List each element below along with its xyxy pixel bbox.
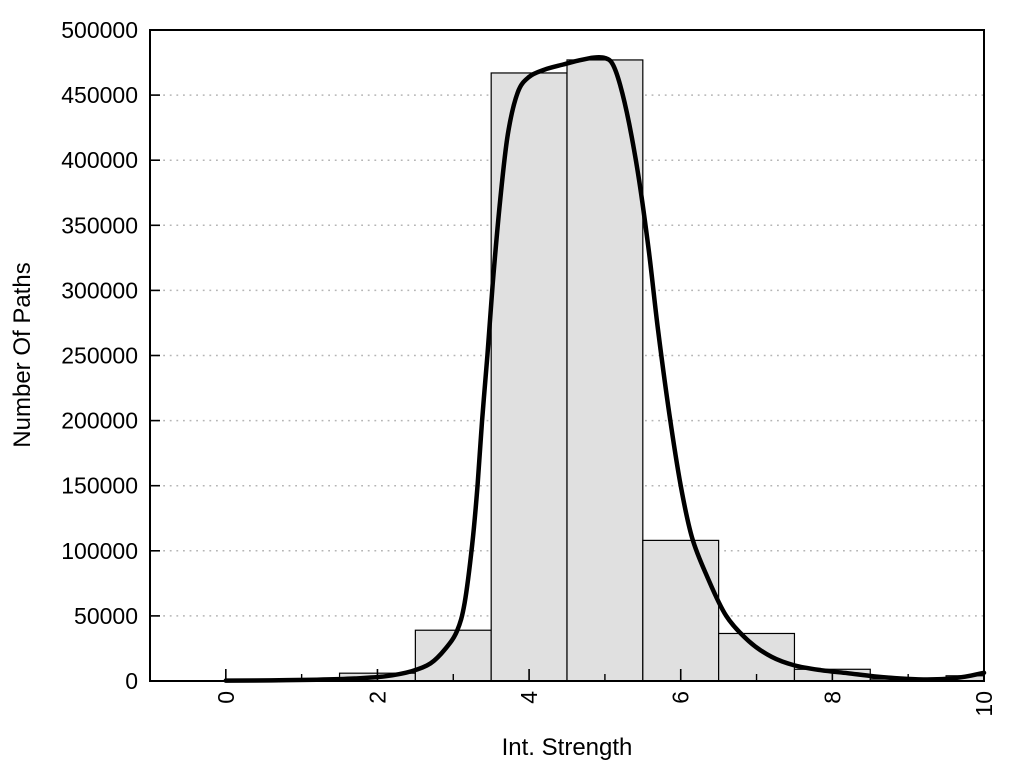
y-tick-label: 450000 <box>61 82 138 108</box>
x-axis-title: Int. Strength <box>502 734 633 761</box>
y-tick-label: 400000 <box>61 147 138 173</box>
x-tick-label: 6 <box>668 691 694 704</box>
histogram-bar <box>642 539 720 682</box>
y-axis-tick-labels: 0 50000 100000 150000 200000 250000 300000 3500… <box>61 17 138 694</box>
y-tick-label: 350000 <box>61 212 138 238</box>
y-axis-ticks <box>150 29 160 682</box>
histogram-bars <box>338 59 985 682</box>
fit-curve <box>223 54 987 683</box>
x-axis-tick-labels: 0 2 4 6 8 10 <box>213 691 997 717</box>
y-tick-label: 200000 <box>61 408 138 434</box>
histogram-bar <box>566 59 644 682</box>
y-tick-label: 100000 <box>61 538 138 564</box>
y-axis-title: Number Of Paths <box>9 262 36 447</box>
x-tick-label: 10 <box>971 691 997 717</box>
histogram-bar <box>718 632 796 682</box>
x-axis-ticks <box>225 669 985 681</box>
y-tick-label: 0 <box>125 668 138 694</box>
y-tick-label: 50000 <box>74 603 138 629</box>
y-tick-label: 150000 <box>61 473 138 499</box>
y-tick-label: 250000 <box>61 343 138 369</box>
y-tick-label: 500000 <box>61 17 138 43</box>
x-tick-label: 2 <box>364 691 390 704</box>
y-tick-label: 300000 <box>61 277 138 303</box>
x-tick-label: 4 <box>516 691 542 704</box>
x-tick-label: 0 <box>213 691 239 704</box>
x-tick-label: 8 <box>819 691 845 704</box>
